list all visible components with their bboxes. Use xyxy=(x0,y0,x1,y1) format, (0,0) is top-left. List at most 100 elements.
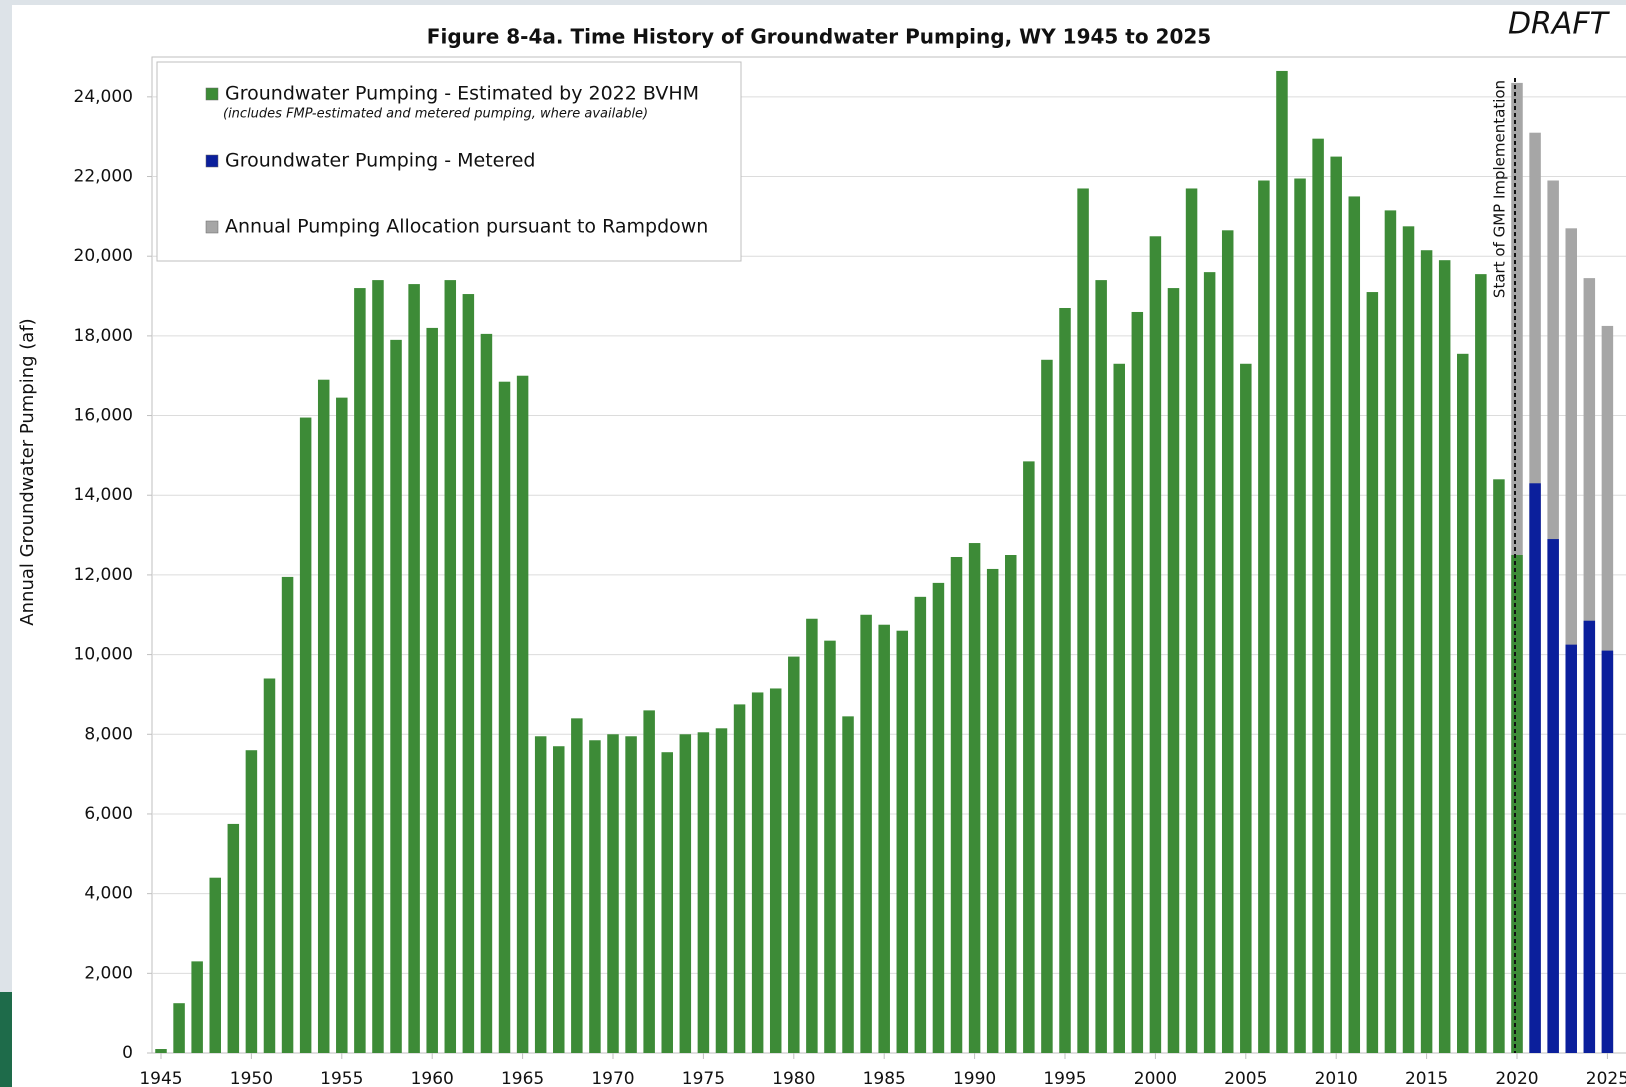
x-tick-label: 1965 xyxy=(501,1069,544,1087)
y-tick-label: 4,000 xyxy=(84,884,133,904)
legend-label: Groundwater Pumping - Metered xyxy=(225,150,535,172)
x-tick-label: 2010 xyxy=(1315,1069,1358,1087)
bar xyxy=(155,1049,167,1053)
y-tick-label: 24,000 xyxy=(74,87,133,107)
bar xyxy=(1493,479,1505,1054)
draft-mark: DRAFT xyxy=(1508,7,1611,42)
bar xyxy=(480,333,493,1053)
bar xyxy=(1149,236,1162,1053)
bar xyxy=(336,397,348,1054)
bar xyxy=(1438,260,1451,1054)
x-tick-label: 2005 xyxy=(1224,1069,1267,1087)
bar xyxy=(968,543,981,1053)
bar xyxy=(444,280,457,1053)
bar xyxy=(697,732,710,1053)
bar xyxy=(1366,292,1379,1053)
bar xyxy=(625,736,637,1053)
bar xyxy=(932,582,945,1053)
bar xyxy=(1276,70,1288,1054)
x-tick-label: 1960 xyxy=(411,1069,454,1087)
legend-note: (includes FMP-estimated and metered pump… xyxy=(223,107,648,122)
bar xyxy=(788,656,800,1053)
y-tick-label: 8,000 xyxy=(84,724,133,744)
y-tick-label: 22,000 xyxy=(74,167,133,187)
bar xyxy=(1240,363,1252,1053)
x-tick-label: 1970 xyxy=(591,1069,634,1087)
bar xyxy=(643,710,655,1053)
bar xyxy=(1312,138,1324,1053)
bar xyxy=(950,556,963,1053)
bar xyxy=(1077,188,1089,1054)
y-tick-label: 6,000 xyxy=(84,804,133,824)
bar xyxy=(1167,288,1180,1053)
bar xyxy=(986,568,999,1053)
bar xyxy=(824,640,836,1053)
legend-swatch xyxy=(205,154,219,168)
bar xyxy=(191,961,203,1053)
bar xyxy=(553,746,565,1053)
x-tick-label: 1955 xyxy=(320,1069,363,1087)
y-axis-label: Annual Groundwater Pumping (af) xyxy=(17,318,38,625)
bar xyxy=(173,1003,185,1053)
bar xyxy=(1258,180,1270,1053)
bar xyxy=(860,614,872,1053)
x-tick-label: 2015 xyxy=(1405,1069,1448,1087)
x-tick-label: 2020 xyxy=(1495,1069,1538,1087)
bar xyxy=(1294,178,1306,1054)
bar xyxy=(227,823,240,1053)
bar xyxy=(842,716,854,1053)
annotation: Start of GMP Implementation xyxy=(1491,80,1509,298)
bar xyxy=(372,280,384,1053)
x-tick-label: 2025 xyxy=(1586,1069,1626,1087)
y-tick-label: 18,000 xyxy=(74,326,133,346)
bar xyxy=(1547,539,1559,1053)
x-tick-label: 1975 xyxy=(682,1069,725,1087)
bar xyxy=(1330,156,1342,1054)
bar xyxy=(390,339,402,1053)
bar xyxy=(516,375,529,1054)
bar xyxy=(751,692,764,1053)
bar xyxy=(1113,363,1125,1053)
bar xyxy=(571,718,583,1053)
bar xyxy=(1402,226,1415,1053)
bar xyxy=(498,381,511,1053)
x-tick-label: 1990 xyxy=(953,1069,996,1087)
y-tick-label: 12,000 xyxy=(74,565,133,585)
bar xyxy=(354,288,366,1053)
legend-box xyxy=(156,61,742,262)
bar xyxy=(1348,196,1361,1053)
side-block xyxy=(0,992,12,1087)
bar xyxy=(769,688,782,1053)
x-tick-label: 1985 xyxy=(863,1069,906,1087)
bar xyxy=(1384,210,1397,1053)
x-tick-label: 2000 xyxy=(1134,1069,1177,1087)
bar xyxy=(1420,250,1433,1053)
bar xyxy=(534,736,547,1053)
bar xyxy=(299,417,312,1053)
bar xyxy=(589,740,601,1053)
bar xyxy=(317,379,330,1054)
legend-swatch xyxy=(205,220,219,234)
bar xyxy=(715,728,728,1053)
y-tick-label: 14,000 xyxy=(74,485,133,505)
bar xyxy=(1059,307,1071,1053)
bar xyxy=(281,576,294,1053)
bar xyxy=(426,327,438,1053)
bar xyxy=(1023,461,1035,1054)
x-tick-label: 1995 xyxy=(1043,1069,1086,1087)
bar xyxy=(462,294,475,1054)
bar xyxy=(209,877,221,1053)
bar xyxy=(1203,272,1216,1053)
legend-label: Groundwater Pumping - Estimated by 2022 … xyxy=(225,83,699,105)
bar xyxy=(896,630,909,1053)
x-tick-label: 1950 xyxy=(230,1069,273,1087)
bar xyxy=(878,624,890,1053)
bar xyxy=(607,734,619,1053)
y-tick-label: 0 xyxy=(122,1043,133,1063)
bar xyxy=(263,678,276,1053)
chart-title: Figure 8-4a. Time History of Groundwater… xyxy=(427,25,1211,49)
bar xyxy=(1041,359,1053,1053)
y-tick-label: 16,000 xyxy=(74,406,133,426)
